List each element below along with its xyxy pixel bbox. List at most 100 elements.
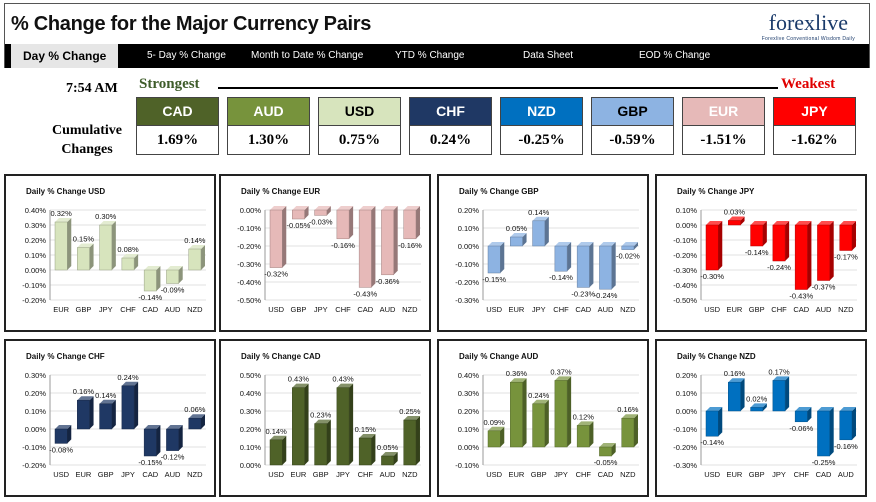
data-label: -0.30% xyxy=(700,272,724,281)
data-label: -0.12% xyxy=(161,453,185,462)
bar-side xyxy=(349,206,354,239)
tab-eod-change[interactable]: EOD % Change xyxy=(639,50,711,61)
bar xyxy=(358,209,372,288)
bar-top xyxy=(510,378,527,383)
bar-side xyxy=(415,206,420,239)
bar-top xyxy=(166,266,183,270)
bar-side xyxy=(762,221,767,246)
tab-month-to-date-change[interactable]: Month to Date % Change xyxy=(251,50,364,61)
bar-top xyxy=(336,383,354,388)
currency-cumulative-value: -0.59% xyxy=(592,125,673,154)
y-tick-label: -0.40% xyxy=(237,278,261,287)
data-label: -0.06% xyxy=(789,424,813,433)
x-tick-label: CAD xyxy=(816,470,832,479)
bar-top xyxy=(772,221,790,225)
currency-box-aud: AUD 1.30% xyxy=(227,97,310,155)
data-label: -0.37% xyxy=(812,283,836,292)
bar-side xyxy=(544,399,549,447)
bar-side xyxy=(67,218,72,270)
chart-title: Daily % Change NZD xyxy=(677,352,756,361)
chart-cad-svg: Daily % Change CAD 0.50% 0.40% 0.30% 0.20% 0.… xyxy=(240,352,421,479)
data-label: -0.15% xyxy=(138,458,162,467)
x-tick-label: JPY xyxy=(532,305,546,314)
data-label: 0.15% xyxy=(355,425,377,434)
data-label: 0.05% xyxy=(506,224,528,233)
bar-top xyxy=(188,414,205,419)
bar-top xyxy=(99,399,116,404)
x-tick-label: EUR xyxy=(727,470,743,479)
tab-5-day-change[interactable]: 5- Day % Change xyxy=(147,50,226,61)
bar-top xyxy=(55,218,72,222)
chart-nzd-svg: Daily % Change NZD0.20%0.10%0.00%-0.10%-… xyxy=(673,352,858,479)
bar-side xyxy=(500,426,505,447)
currency-code: JPY xyxy=(774,98,855,125)
x-tick-label: CHF xyxy=(120,305,136,314)
bar-side xyxy=(807,407,812,422)
y-tick-label: 0.20% xyxy=(240,425,262,434)
bar-side xyxy=(282,206,287,268)
bar-side xyxy=(718,407,723,437)
y-tick-label: 0.40% xyxy=(458,371,480,380)
x-tick-label: JPY xyxy=(121,470,135,479)
timestamp: 7:54 AM xyxy=(66,81,118,96)
data-label: -0.43% xyxy=(789,292,813,301)
currency-cumulative-value: 1.30% xyxy=(228,125,309,154)
x-tick-label: USD xyxy=(486,305,502,314)
data-label: 0.12% xyxy=(573,412,595,421)
bar-top xyxy=(488,426,505,431)
y-tick-label: -0.20% xyxy=(455,278,479,287)
currency-cumulative-value: -1.51% xyxy=(683,125,764,154)
bar-side xyxy=(415,416,420,465)
bar-side xyxy=(544,216,549,246)
bar xyxy=(817,224,830,281)
bar xyxy=(188,417,202,430)
y-tick-label: 0.30% xyxy=(240,407,262,416)
bar xyxy=(794,224,808,290)
bar xyxy=(839,410,853,441)
chart-nzd: Daily % Change NZD 0.20% 0.10% 0.00% -0.10% -… xyxy=(655,339,867,497)
bar-top xyxy=(728,216,745,221)
bar xyxy=(750,224,764,247)
bar xyxy=(188,248,202,271)
weakest-label: Weakest xyxy=(781,76,836,92)
chart-gbp-svg: Daily % Change GBP0.20%0.10%0.00%-0.10%-… xyxy=(455,187,640,314)
y-tick-label: -0.50% xyxy=(673,296,697,305)
tab-day-change[interactable]: Day % Change xyxy=(11,44,119,68)
data-label: -0.09% xyxy=(161,286,185,295)
x-tick-label: CHF xyxy=(771,305,787,314)
bar xyxy=(403,419,417,466)
data-label: 0.16% xyxy=(724,369,746,378)
data-label: -0.14% xyxy=(549,273,573,282)
bar-top xyxy=(292,383,309,388)
x-tick-label: CHF xyxy=(794,470,810,479)
bar-top xyxy=(77,396,94,401)
bar xyxy=(705,224,719,271)
y-tick-label: -0.30% xyxy=(455,296,479,305)
bar-side xyxy=(829,221,834,281)
x-tick-label: AUD xyxy=(165,470,181,479)
bar xyxy=(381,455,394,466)
data-label: 0.30% xyxy=(95,212,117,221)
chart-usd-svg: Daily % Change USD 0.40% 0.30% 0.20% 0.10% 0.… xyxy=(22,187,206,314)
bar-side xyxy=(156,266,161,291)
y-tick-label: -0.20% xyxy=(237,242,261,251)
bar-side xyxy=(851,407,856,440)
x-tick-label: CHF xyxy=(335,305,351,314)
data-label: 0.25% xyxy=(399,407,421,416)
y-tick-label: -0.30% xyxy=(237,260,261,269)
x-tick-label: EUR xyxy=(291,470,307,479)
data-label: -0.16% xyxy=(331,241,355,250)
x-tick-label: AUD xyxy=(838,470,854,479)
data-label: -0.05% xyxy=(287,221,311,230)
bar-top xyxy=(144,266,161,270)
bar-top xyxy=(599,242,616,246)
bar-side xyxy=(200,414,205,429)
tab-data-sheet[interactable]: Data Sheet xyxy=(523,50,574,61)
x-tick-label: CAD xyxy=(793,305,809,314)
bar-top xyxy=(554,376,572,381)
bar-top xyxy=(839,407,856,411)
y-tick-label: 0.00% xyxy=(676,221,698,230)
bar-top xyxy=(314,206,331,210)
tab-ytd-change[interactable]: YTD % Change xyxy=(395,50,465,61)
bar xyxy=(772,224,786,262)
